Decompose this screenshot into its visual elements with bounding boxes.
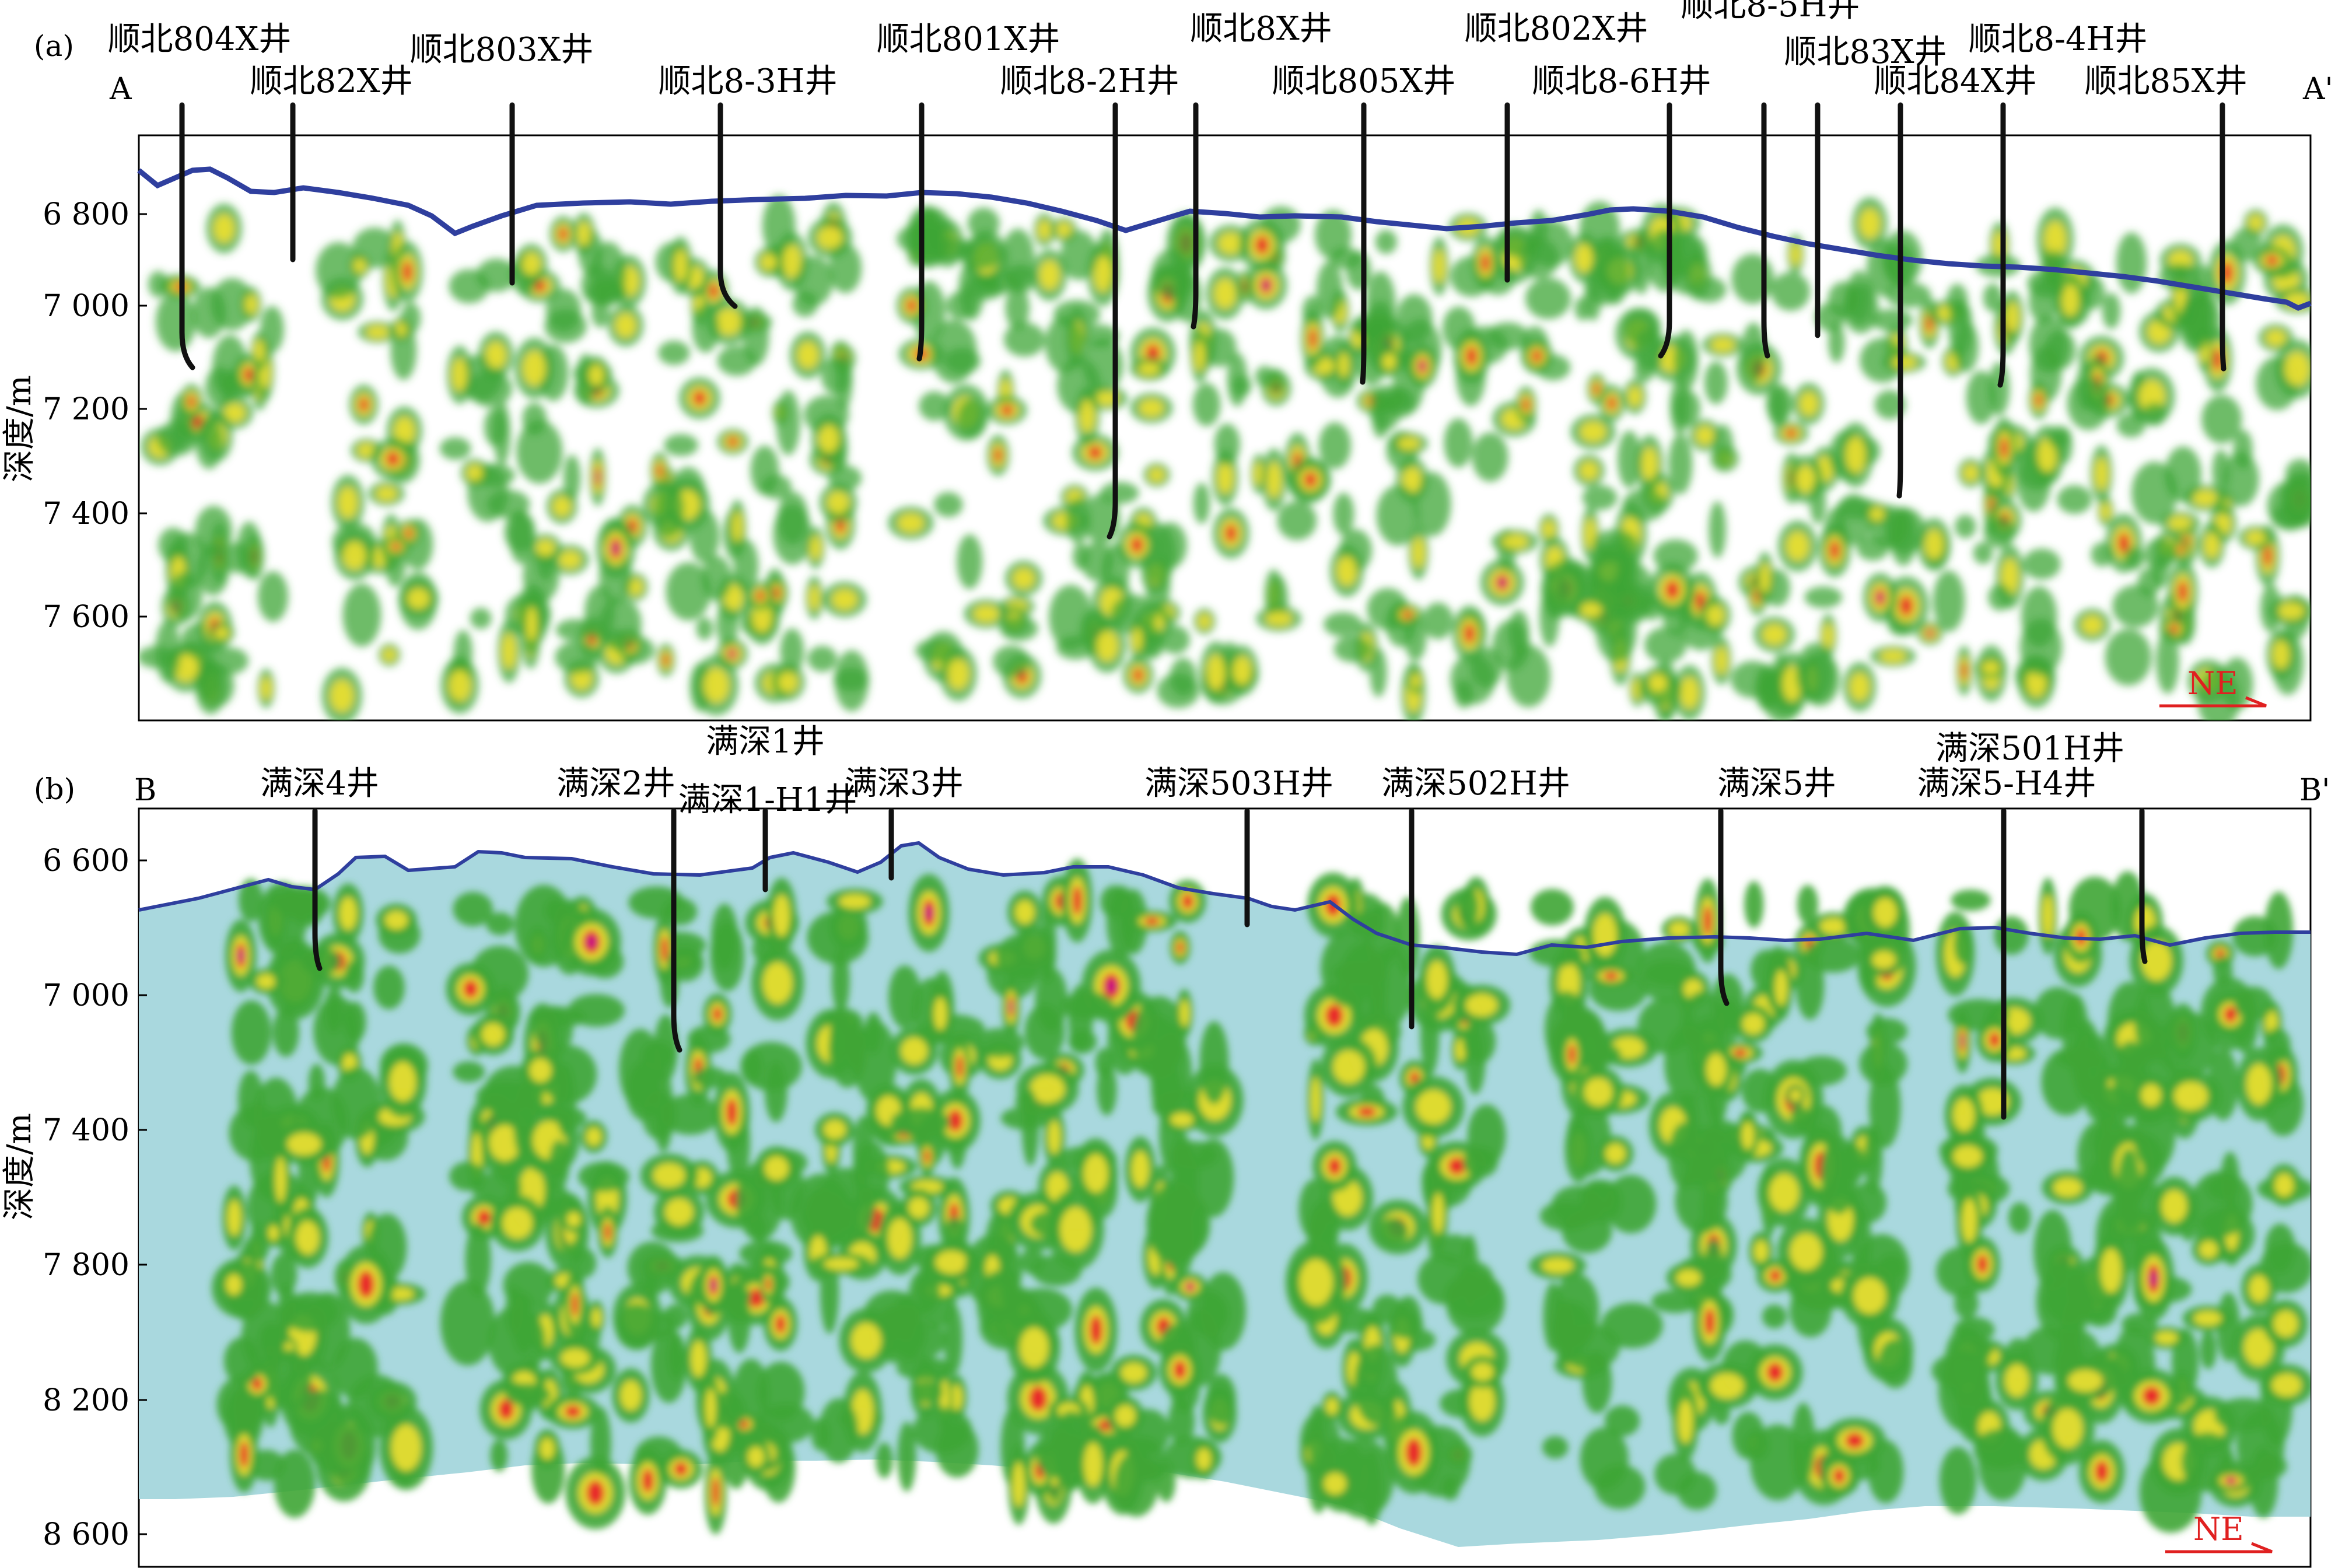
well-label: 顺北801X井 [877, 20, 1060, 58]
y-tick-label: 7 600 [43, 600, 129, 635]
well-label: 满深501H井 [1935, 730, 2124, 768]
y-tick-label: 7 400 [43, 1113, 129, 1148]
panel-a-surface-line [137, 166, 2312, 311]
panel-b-attribute-blobs [211, 858, 2311, 1535]
well-label: 满深5井 [1717, 765, 1836, 803]
well-trajectory [1658, 102, 1672, 359]
well-label: 顺北805X井 [1272, 62, 1456, 100]
well-trajectory [312, 808, 323, 971]
well-label: 满深2井 [556, 765, 675, 803]
well-trajectory [179, 102, 195, 370]
y-tick-label: 6 600 [43, 844, 129, 878]
panel-a-y-ticks: 6 800 7 000 7 200 7 400 7 600 [43, 197, 147, 635]
well-trajectory [671, 808, 682, 1053]
well-label: 顺北8X井 [1190, 10, 1332, 48]
well-trajectory [717, 102, 738, 309]
panel-a-ne-arrow: NE [2159, 665, 2267, 708]
well-trajectory [1191, 102, 1199, 330]
panel-b-ne-text: NE [2193, 1511, 2244, 1548]
well-trajectory [1896, 102, 1903, 499]
y-tick-label: 7 000 [43, 978, 129, 1013]
well-trajectory [1107, 102, 1118, 540]
well-label: 顺北804X井 [108, 20, 292, 58]
well-label: 顺北803X井 [410, 31, 594, 69]
panel-a-label: (a) [34, 29, 74, 63]
y-tick-label: 7 800 [43, 1248, 129, 1283]
well-trajectory [916, 102, 925, 362]
well-label: 顺北85X井 [2084, 62, 2247, 100]
panel-a-bottom-well-label: 满深1井 [706, 723, 825, 761]
panel-a-start-label: A [109, 72, 132, 107]
panel-b-y-axis-title: 深度/m [1, 1113, 38, 1220]
well-label: 顺北83X井 [1784, 33, 1947, 71]
panel-a-well-trajectories [179, 102, 2227, 540]
well-label: 顺北8-6H井 [1532, 62, 1711, 100]
y-tick-label: 8 200 [43, 1383, 129, 1418]
well-label: 顺北8-2H井 [1000, 62, 1179, 100]
panel-b-end-label: B' [2299, 773, 2330, 808]
panel-a-ne-arrow-icon [2159, 696, 2267, 708]
y-tick-label: 7 000 [43, 289, 129, 324]
panel-b-y-ticks: 6 600 7 000 7 400 7 800 8 200 8 600 [43, 844, 147, 1552]
panel-b-label: (b) [34, 772, 75, 806]
panel-b-ne-arrow: NE [2165, 1511, 2273, 1553]
well-trajectory [1761, 102, 1770, 359]
well-label: 满深3井 [845, 765, 964, 803]
well-label: 满深1-H1井 [678, 781, 857, 819]
well-label: 顺北84X井 [1874, 62, 2036, 100]
well-label: 满深5-H4井 [1917, 765, 2096, 803]
well-trajectory [2220, 102, 2227, 372]
well-label: 顺北8-4H井 [1968, 20, 2147, 58]
well-label: 顺北802X井 [1465, 10, 1648, 48]
y-tick-label: 8 600 [43, 1517, 129, 1552]
panel-b-well-trajectories [312, 808, 2148, 1120]
panel-b-surface-line [138, 841, 2311, 957]
y-tick-label: 6 800 [43, 197, 129, 232]
panel-b-start-label: B [134, 773, 156, 808]
well-trajectory [1360, 102, 1367, 385]
panel-a-ne-text: NE [2187, 665, 2238, 702]
well-label: 顺北82X井 [250, 62, 412, 100]
well-label: 满深502H井 [1381, 765, 1570, 803]
panel-b-ne-arrow-icon [2165, 1542, 2273, 1553]
well-label: 满深4井 [260, 765, 379, 803]
well-label: 顺北8-5H井 [1681, 0, 1860, 24]
well-trajectory [1997, 102, 2006, 388]
well-trajectory [1718, 808, 1730, 1006]
panel-a-y-axis-title: 深度/m [1, 375, 38, 482]
well-label: 满深503H井 [1144, 765, 1333, 803]
y-tick-label: 7 200 [43, 392, 129, 427]
well-label: 顺北8-3H井 [658, 62, 837, 100]
panel-a-end-label: A' [2302, 72, 2333, 107]
well-trajectory [2139, 808, 2148, 964]
panel-b: (b) B B' 深度/m 6 600 7 000 7 400 7 800 8 200 8… [1, 730, 2330, 1568]
y-tick-label: 7 400 [43, 496, 129, 531]
